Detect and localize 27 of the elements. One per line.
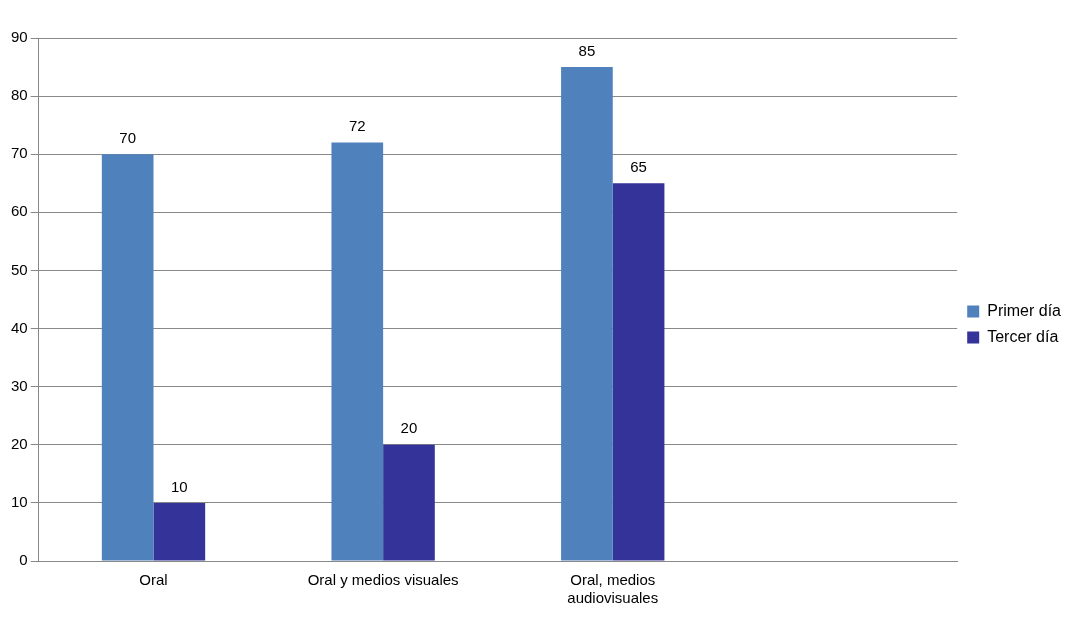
x-tick-label: Oral y medios visuales (307, 571, 459, 589)
bar (612, 183, 665, 561)
y-tick-label: 90 (11, 28, 28, 46)
bar (561, 67, 613, 561)
data-label: 72 (348, 117, 366, 135)
legend-label: Tercer día (987, 327, 1059, 345)
data-label: 85 (578, 41, 596, 59)
y-tick-label: 60 (11, 202, 28, 220)
y-tick-label: 70 (11, 144, 28, 162)
data-label: 10 (170, 477, 188, 495)
x-tick-label: Oral (139, 571, 168, 589)
x-tick-label: Oral, medios audiovisuales (567, 571, 659, 607)
y-tick-label: 0 (19, 551, 28, 569)
legend-label: Primer día (987, 301, 1062, 319)
y-tick-label: 50 (11, 260, 28, 278)
y-tick-label: 20 (11, 434, 28, 452)
data-label: 20 (400, 419, 418, 437)
bar (153, 502, 206, 561)
y-tick-label: 40 (11, 318, 28, 336)
bar (331, 142, 384, 561)
data-label: 65 (630, 157, 647, 175)
bar (101, 154, 154, 561)
y-tick-label: 80 (11, 86, 28, 104)
bar (383, 444, 435, 561)
y-tick-label: 30 (11, 376, 28, 394)
y-tick-label: 10 (11, 493, 28, 511)
data-label: 70 (119, 128, 137, 146)
